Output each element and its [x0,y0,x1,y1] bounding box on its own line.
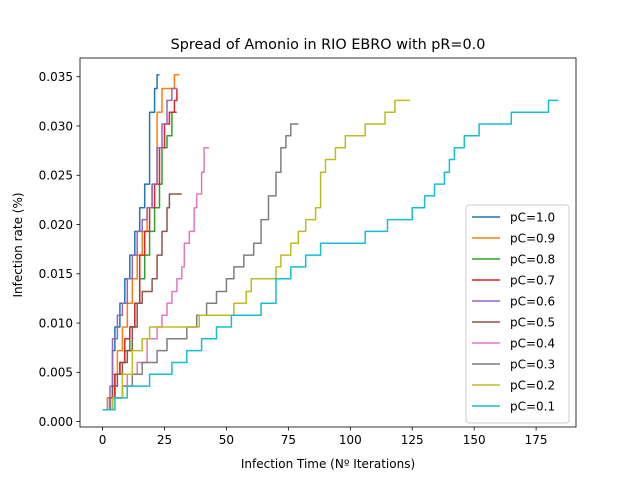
y-axis-label: Infection rate (%) [11,192,25,297]
y-tick-label: 0.000 [39,415,73,429]
plot-frame [79,57,577,428]
series-line-pc-0-6 [102,87,177,411]
x-axis: 0 25 50 75 100 125 150 175 [99,427,548,447]
y-tick-label: 0.005 [39,366,73,380]
x-tick-label: 0 [99,433,107,447]
x-tick-label: 100 [339,433,362,447]
y-tick-label: 0.020 [39,218,73,232]
y-tick-label: 0.030 [39,119,73,133]
y-axis: 0.000 0.005 0.010 0.015 0.020 0.025 0.030 0.035 [39,70,80,429]
x-axis-label: Infection Time (Nº Iterations) [241,457,415,471]
x-tick-label: 75 [281,433,296,447]
legend-label: pC=0.8 [510,252,555,266]
y-tick-label: 0.015 [39,267,73,281]
y-tick-label: 0.035 [39,70,73,84]
legend-label: pC=0.3 [510,357,555,371]
x-tick-label: 125 [401,433,424,447]
series-line-pc-0-4 [102,146,210,411]
x-tick-label: 25 [157,433,172,447]
x-tick-label: 150 [463,433,486,447]
legend-label: pC=0.2 [510,378,555,392]
plot-area [79,57,577,428]
series-line-pc-0-2 [102,99,410,411]
legend-label: pC=0.7 [510,273,555,287]
series-line-pc-0-3 [102,123,299,411]
series-line-pc-0-1 [102,99,559,411]
y-tick-label: 0.025 [39,169,73,183]
legend: pC=1.0 pC=0.9 pC=0.8 pC=0.7 pC=0.6 pC=0.5 pC=0… [465,204,570,424]
chart-title: Spread of Amonio in RIO EBRO with pR=0.0 [171,37,486,53]
legend-label: pC=0.5 [510,315,555,329]
x-tick-label: 50 [219,433,234,447]
y-tick-label: 0.010 [39,316,73,330]
legend-label: pC=0.9 [510,231,555,245]
legend-label: pC=1.0 [510,210,555,224]
legend-label: pC=0.6 [510,294,555,308]
x-tick-label: 175 [525,433,548,447]
series-line-pc-0-5 [102,193,182,411]
legend-label: pC=0.1 [510,399,555,413]
legend-label: pC=0.4 [510,336,555,350]
